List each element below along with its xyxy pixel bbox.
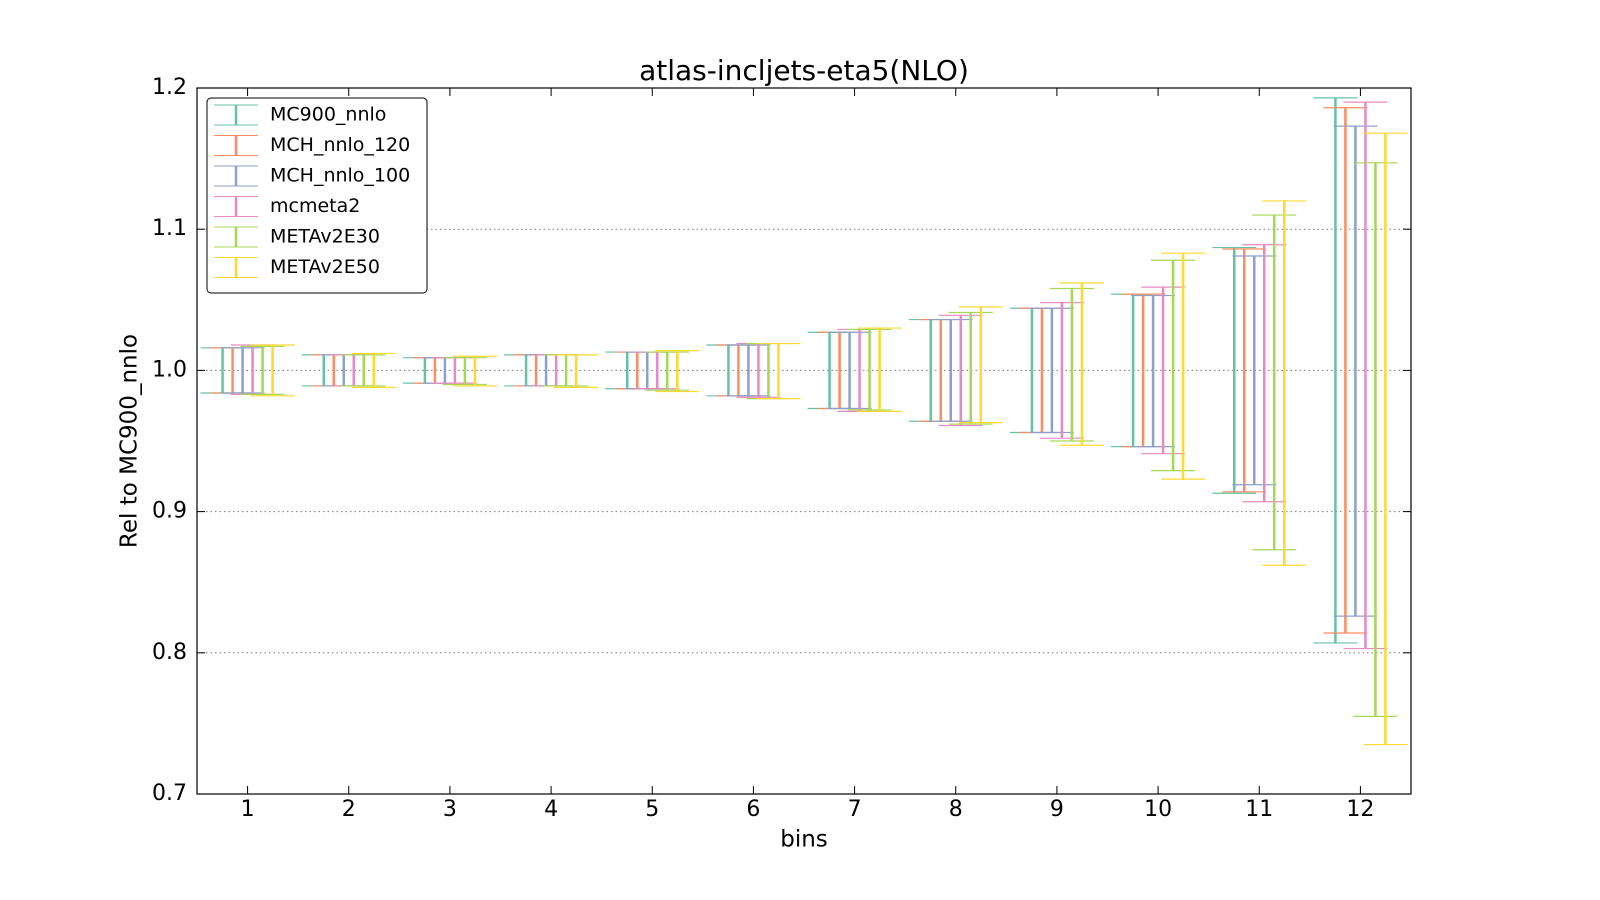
x-tick-label: 10 <box>1144 797 1172 822</box>
legend-label: mcmeta2 <box>270 195 360 217</box>
x-tick-label: 5 <box>645 797 659 822</box>
y-tick-label: 0.8 <box>152 640 187 665</box>
chart-title: atlas-incljets-eta5(NLO) <box>639 54 969 87</box>
x-tick-label: 2 <box>342 797 356 822</box>
x-tick-label: 11 <box>1245 797 1273 822</box>
y-tick-label: 1.0 <box>152 357 187 382</box>
x-tick-label: 1 <box>241 797 255 822</box>
legend-label: MCH_nnlo_120 <box>270 134 410 156</box>
x-axis-label: bins <box>780 827 828 853</box>
legend-label: METAv2E30 <box>270 226 380 248</box>
y-tick-label: 0.7 <box>152 781 187 806</box>
y-tick-label: 0.9 <box>152 499 187 524</box>
x-tick-label: 12 <box>1346 797 1374 822</box>
legend-label: METAv2E50 <box>270 256 380 278</box>
legend-box <box>206 97 428 294</box>
legend-label: MCH_nnlo_100 <box>270 165 410 187</box>
y-tick-label: 1.2 <box>152 75 187 100</box>
x-tick-label: 3 <box>443 797 457 822</box>
legend-label: MC900_nnlo <box>270 104 386 126</box>
x-tick-label: 9 <box>1050 797 1064 822</box>
y-tick-label: 1.1 <box>152 216 187 241</box>
x-tick-label: 6 <box>746 797 760 822</box>
y-axis-label: Rel to MC900_nnlo <box>117 334 143 548</box>
x-tick-label: 7 <box>848 797 862 822</box>
x-tick-label: 4 <box>544 797 558 822</box>
x-tick-label: 8 <box>949 797 963 822</box>
plot-frame <box>196 87 1412 795</box>
